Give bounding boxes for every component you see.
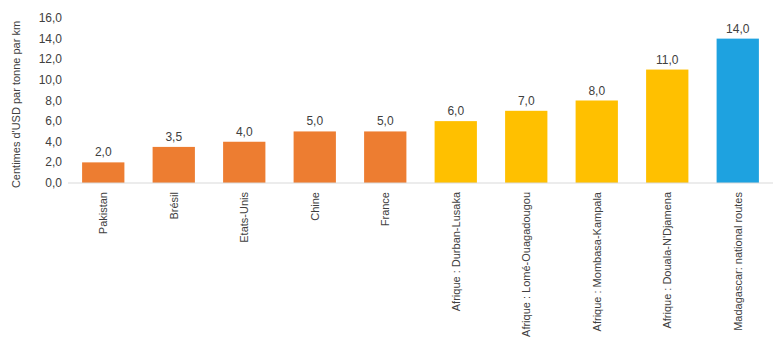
bar <box>505 111 547 183</box>
x-tick-label: Brésil <box>168 192 180 220</box>
data-label: 5,0 <box>377 114 394 128</box>
data-label: 5,0 <box>306 114 323 128</box>
x-tick-label: Pakistan <box>97 192 109 234</box>
data-label: 3,5 <box>165 130 182 144</box>
y-tick-label: 16,0 <box>39 11 63 25</box>
x-tick-label: Etats-Unis <box>238 192 250 243</box>
y-tick-label: 14,0 <box>39 32 63 46</box>
data-label: 14,0 <box>726 22 750 36</box>
data-label: 11,0 <box>656 53 679 67</box>
x-tick-label: Afrique : Mombasa-Kampala <box>591 191 603 331</box>
y-tick-label: 12,0 <box>39 52 63 66</box>
y-axis: 0,0 2,0 4,0 6,0 8,0 10,0 12,0 14,0 16,0 <box>39 11 63 190</box>
bar <box>294 131 336 183</box>
data-label: 4,0 <box>236 125 253 139</box>
data-label: 7,0 <box>518 94 535 108</box>
x-tick-label: Chine <box>309 192 321 221</box>
x-tick-label: France <box>379 192 391 226</box>
y-tick-label: 8,0 <box>45 94 62 108</box>
bar <box>364 131 406 183</box>
x-tick-label: Afrique : Durban-Lusaka <box>450 191 462 311</box>
bar <box>576 101 618 184</box>
bar <box>223 142 265 183</box>
y-tick-label: 10,0 <box>39 73 63 87</box>
x-axis: Pakistan Brésil Etats-Unis Chine France Afriq… <box>97 191 744 337</box>
y-tick-label: 6,0 <box>45 114 62 128</box>
x-tick-label: Afrique : Douala-N'Djamena <box>661 191 673 328</box>
x-axis-line <box>68 183 773 184</box>
bar <box>82 162 124 183</box>
y-tick-label: 0,0 <box>45 176 62 190</box>
chart: 0,0 2,0 4,0 6,0 8,0 10,0 12,0 14,0 16,0 Centimes … <box>0 0 780 360</box>
data-label: 2,0 <box>95 145 112 159</box>
x-tick-label: Afrique : Lomé-Ouagadougou <box>520 192 532 337</box>
data-labels: 2,0 3,5 4,0 5,0 5,0 6,0 7,0 8,0 11,0 14,0 <box>95 22 750 160</box>
data-label: 6,0 <box>447 104 464 118</box>
x-tick-label: Madagascar: national routes <box>732 192 744 331</box>
y-tick-label: 2,0 <box>45 155 62 169</box>
bar <box>153 147 195 183</box>
y-axis-title: Centimes d'USD par tonne par km <box>10 21 22 188</box>
data-label: 8,0 <box>588 84 605 98</box>
bar <box>717 39 759 183</box>
bars <box>82 39 759 183</box>
bar <box>435 121 477 183</box>
bar <box>646 70 688 183</box>
y-tick-label: 4,0 <box>45 135 62 149</box>
y-axis-line <box>68 18 69 183</box>
